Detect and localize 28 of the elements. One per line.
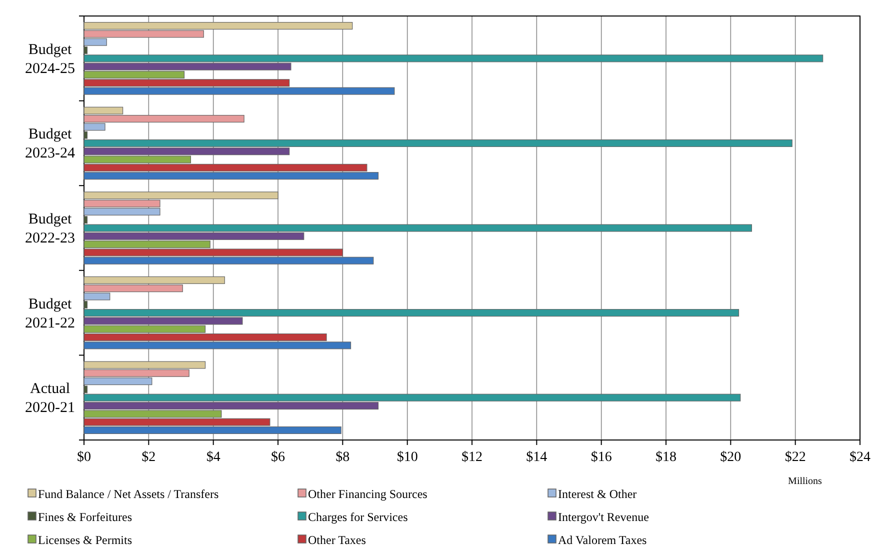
y-tick-label: Budget 2022-23: [25, 212, 75, 246]
legend-label: Fund Balance / Net Assets / Transfers: [38, 487, 219, 501]
x-tick-label: $18: [656, 450, 676, 465]
x-tick-label: $20: [720, 450, 742, 465]
x-tick-label: $22: [784, 450, 806, 465]
legend-label: Other Taxes: [308, 533, 366, 547]
x-tick-label: $8: [336, 450, 350, 465]
x-tick-label: $24: [850, 450, 870, 465]
legend-label: Charges for Services: [308, 510, 408, 524]
legend-label: Intergov't Revenue: [558, 510, 649, 524]
x-tick-label: $14: [526, 450, 548, 465]
y-tick-label: Budget 2023-24: [25, 126, 76, 162]
x-tick-label: $10: [396, 450, 418, 465]
legend-label: Licenses & Permits: [38, 533, 132, 547]
y-tick-label: Actual 2020-21: [25, 381, 75, 416]
legend-label: Other Financing Sources: [308, 487, 428, 501]
x-tick-label: $12: [462, 450, 482, 465]
x-tick-label: $16: [590, 450, 612, 465]
x-tick-label: $2: [142, 450, 156, 465]
x-tick-label: $0: [77, 450, 91, 465]
y-tick-label: Budget 2024-25: [25, 42, 75, 77]
y-tick-label: Budget 2021-22: [25, 296, 75, 332]
legend-label: Interest & Other: [558, 487, 637, 501]
x-tick-label: $4: [206, 450, 220, 465]
x-tick-label: $6: [271, 450, 285, 465]
legend-label: Ad Valorem Taxes: [558, 533, 648, 547]
text: Millions: [788, 476, 822, 487]
legend-label: Fines & Forfeitures: [38, 510, 132, 524]
